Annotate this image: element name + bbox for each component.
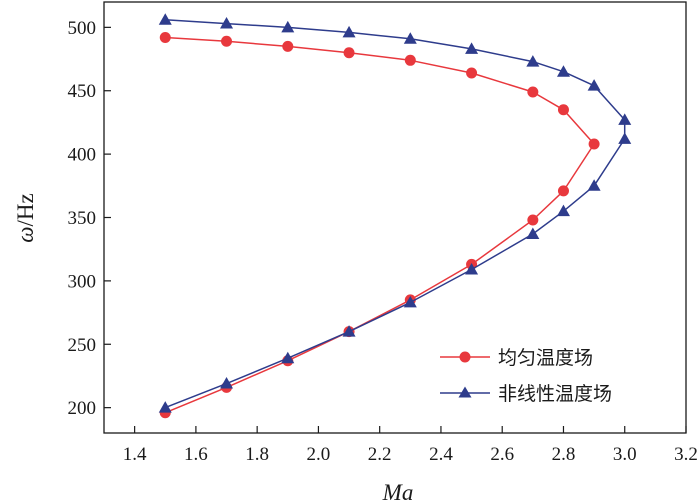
data-point [221, 35, 233, 47]
y-axis-label: ω/Hz [13, 193, 38, 242]
data-point [342, 25, 356, 38]
y-tick-label: 200 [68, 398, 97, 419]
y-tick-label: 450 [68, 81, 97, 102]
data-point [527, 214, 539, 226]
series-uniform [159, 31, 600, 419]
legend: 均匀温度场 非线性温度场 [440, 347, 612, 405]
data-point [159, 31, 171, 43]
y-axis: 200 250 300 350 400 450 500 [68, 18, 111, 419]
x-tick-label: 2.2 [368, 444, 392, 465]
legend-label-nonlinear: 非线性温度场 [498, 383, 612, 405]
data-point [158, 401, 172, 413]
data-point [343, 47, 355, 59]
data-point [465, 262, 479, 275]
y-tick-label: 350 [68, 208, 97, 229]
x-tick-label: 2.0 [307, 444, 331, 465]
data-point [403, 32, 417, 44]
legend-label-uniform: 均匀温度场 [498, 347, 593, 369]
x-axis: 1.4 1.6 1.8 2.0 2.2 2.4 2.6 2.8 3.0 3.2 [123, 426, 698, 465]
data-point [282, 40, 294, 52]
data-point [557, 185, 569, 197]
y-axis-symbol: ω [13, 226, 38, 242]
y-tick-label: 300 [68, 271, 97, 292]
y-tick-label: 500 [68, 18, 97, 39]
data-point [526, 55, 540, 67]
data-point [281, 20, 295, 33]
x-tick-label: 2.6 [490, 444, 514, 465]
data-point [220, 17, 234, 29]
data-point [465, 42, 479, 54]
data-point [557, 104, 569, 116]
legend-item-uniform: 均匀温度场 [440, 347, 593, 369]
data-point [556, 65, 570, 77]
x-tick-label: 2.4 [429, 444, 453, 465]
x-tick-label: 2.8 [552, 444, 576, 465]
data-point [587, 179, 601, 191]
plot-frame [103, 1, 687, 434]
data-point [281, 351, 295, 364]
data-point [403, 295, 417, 308]
data-point [587, 79, 601, 91]
series-line [165, 18, 626, 409]
x-tick-label: 1.4 [123, 444, 147, 465]
data-point [527, 86, 539, 98]
data-point [466, 67, 478, 79]
x-tick-label: 3.2 [674, 444, 698, 465]
legend-marker-nonlinear [458, 386, 472, 398]
data-point [220, 377, 234, 389]
x-tick-label: 1.6 [184, 444, 208, 465]
data-point [342, 325, 356, 337]
data-point [526, 227, 540, 239]
series-nonlinear [158, 13, 632, 413]
legend-marker-uniform [459, 351, 471, 363]
data-point [618, 113, 632, 125]
legend-item-nonlinear: 非线性温度场 [440, 383, 612, 405]
data-point [618, 132, 632, 144]
series-layer [158, 13, 632, 419]
data-point [158, 13, 172, 25]
x-axis-label: Ma [382, 480, 414, 502]
x-tick-label: 1.8 [245, 444, 269, 465]
y-tick-label: 400 [68, 145, 97, 166]
y-axis-unit: /Hz [13, 193, 38, 226]
x-tick-label: 3.0 [613, 444, 637, 465]
data-point [404, 54, 416, 66]
data-point [588, 138, 600, 150]
y-tick-label: 250 [68, 335, 97, 356]
data-point [556, 204, 570, 217]
